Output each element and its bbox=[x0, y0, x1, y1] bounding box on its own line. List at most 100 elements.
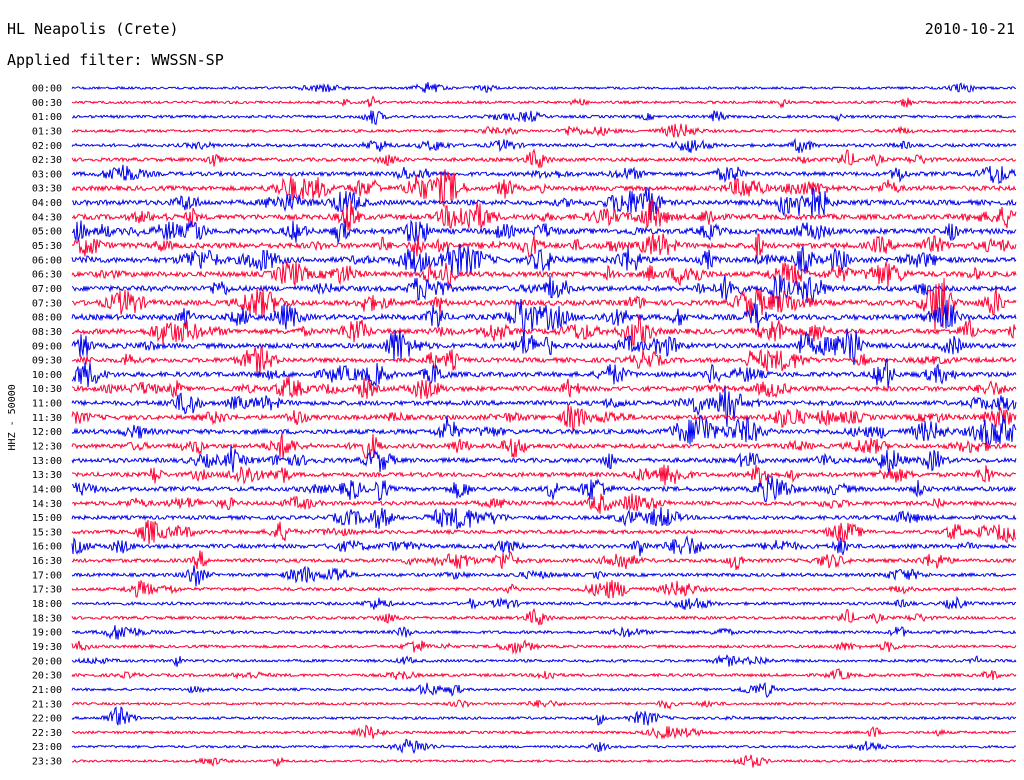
row-time-label: 23:00 bbox=[32, 742, 62, 753]
row-time-label: 07:00 bbox=[32, 284, 62, 295]
seismic-trace bbox=[71, 199, 1017, 231]
row-time-label: 13:30 bbox=[32, 470, 62, 481]
seismic-trace bbox=[72, 187, 1017, 221]
row-time-label: 18:30 bbox=[32, 613, 62, 624]
row-time-label: 23:30 bbox=[32, 757, 62, 768]
seismic-trace bbox=[71, 123, 1017, 138]
row-time-label: 08:30 bbox=[32, 327, 62, 338]
seismic-trace bbox=[71, 493, 1017, 514]
row-time-label: 00:30 bbox=[32, 98, 62, 109]
seismic-trace bbox=[71, 404, 1017, 433]
seismic-trace bbox=[71, 95, 1017, 109]
row-time-label: 02:30 bbox=[32, 155, 62, 166]
row-time-label: 20:30 bbox=[32, 671, 62, 682]
row-time-label: 19:30 bbox=[32, 642, 62, 653]
seismic-trace bbox=[71, 550, 1017, 571]
row-time-label: 10:30 bbox=[32, 384, 62, 395]
seismic-trace bbox=[71, 82, 1017, 93]
seismic-trace bbox=[71, 274, 1017, 308]
row-time-label: 19:00 bbox=[32, 628, 62, 639]
row-time-label: 06:30 bbox=[32, 270, 62, 281]
seismic-trace bbox=[71, 261, 1017, 289]
row-time-label: 01:00 bbox=[32, 112, 62, 123]
row-time-label: 02:00 bbox=[32, 141, 62, 152]
row-time-label: 03:00 bbox=[32, 169, 62, 180]
seismic-trace bbox=[71, 376, 1017, 399]
row-time-label: 11:00 bbox=[32, 399, 62, 410]
seismic-trace bbox=[71, 219, 1017, 244]
row-time-label: 16:00 bbox=[32, 542, 62, 553]
seismic-trace bbox=[71, 579, 1017, 599]
row-time-label: 05:00 bbox=[32, 227, 62, 238]
seismic-trace bbox=[71, 754, 1016, 768]
seismic-trace bbox=[72, 278, 1017, 332]
row-time-label: 03:30 bbox=[32, 184, 62, 195]
row-time-label: 00:00 bbox=[32, 84, 62, 95]
row-time-label: 12:00 bbox=[32, 427, 62, 438]
seismic-trace bbox=[71, 148, 1017, 169]
row-time-label: 09:00 bbox=[32, 341, 62, 352]
seismic-trace bbox=[71, 535, 1017, 557]
seismic-trace bbox=[71, 357, 1017, 388]
seismic-trace bbox=[71, 639, 1017, 655]
seismic-trace bbox=[71, 233, 1017, 261]
seismic-trace bbox=[71, 706, 1017, 726]
row-time-label: 15:00 bbox=[32, 513, 62, 524]
seismic-trace bbox=[71, 415, 1017, 447]
row-time-label: 07:30 bbox=[32, 298, 62, 309]
seismic-trace bbox=[71, 464, 1017, 486]
seismic-trace bbox=[71, 724, 1017, 740]
seismic-trace bbox=[71, 432, 1017, 460]
row-time-label: 06:00 bbox=[32, 255, 62, 266]
seismic-trace bbox=[72, 625, 1017, 640]
row-time-label: 04:30 bbox=[32, 212, 62, 223]
seismic-trace bbox=[71, 344, 1017, 376]
row-time-label: 22:00 bbox=[32, 714, 62, 725]
seismic-trace bbox=[71, 668, 1017, 680]
seismic-trace bbox=[71, 475, 1016, 503]
y-axis-label: HHZ - 50000 bbox=[7, 384, 18, 450]
station-title: HL Neapolis (Crete) bbox=[7, 20, 179, 38]
row-time-label: 10:00 bbox=[32, 370, 62, 381]
seismic-trace bbox=[71, 298, 1017, 341]
seismic-trace bbox=[71, 385, 1017, 427]
row-time-label: 12:30 bbox=[32, 442, 62, 453]
seismic-trace bbox=[71, 244, 1017, 276]
seismic-trace bbox=[71, 313, 1017, 346]
row-time-label: 08:00 bbox=[32, 313, 62, 324]
seismic-trace bbox=[71, 137, 1017, 154]
row-time-label: 05:30 bbox=[32, 241, 62, 252]
filter-label: Applied filter: WWSSN-SP bbox=[7, 51, 224, 69]
seismic-trace bbox=[71, 169, 1017, 208]
row-time-label: 17:30 bbox=[32, 585, 62, 596]
row-time-label: 04:00 bbox=[32, 198, 62, 209]
seismic-trace bbox=[71, 595, 1017, 610]
row-time-label: 13:00 bbox=[32, 456, 62, 467]
seismic-trace bbox=[71, 682, 1017, 699]
row-time-label: 14:00 bbox=[32, 484, 62, 495]
seismic-trace bbox=[71, 110, 1017, 126]
seismic-trace bbox=[71, 738, 1017, 755]
row-time-label: 01:30 bbox=[32, 126, 62, 137]
seismic-trace bbox=[71, 445, 1017, 474]
row-time-label: 21:00 bbox=[32, 685, 62, 696]
seismic-trace bbox=[71, 507, 1017, 530]
row-time-label: 15:30 bbox=[32, 527, 62, 538]
row-time-label: 20:00 bbox=[32, 656, 62, 667]
row-time-label: 18:00 bbox=[32, 599, 62, 610]
row-time-label: 11:30 bbox=[32, 413, 62, 424]
seismic-trace bbox=[71, 164, 1017, 185]
row-time-label: 09:30 bbox=[32, 356, 62, 367]
seismic-trace bbox=[71, 699, 1017, 710]
seismic-trace bbox=[71, 519, 1017, 545]
seismic-trace bbox=[71, 607, 1017, 626]
row-time-label: 14:30 bbox=[32, 499, 62, 510]
seismic-trace bbox=[71, 654, 1017, 667]
row-time-label: 16:30 bbox=[32, 556, 62, 567]
row-time-label: 22:30 bbox=[32, 728, 62, 739]
seismic-trace bbox=[71, 565, 1017, 587]
row-time-label: 21:30 bbox=[32, 699, 62, 710]
seismic-trace bbox=[71, 328, 1017, 366]
row-time-label: 17:00 bbox=[32, 570, 62, 581]
